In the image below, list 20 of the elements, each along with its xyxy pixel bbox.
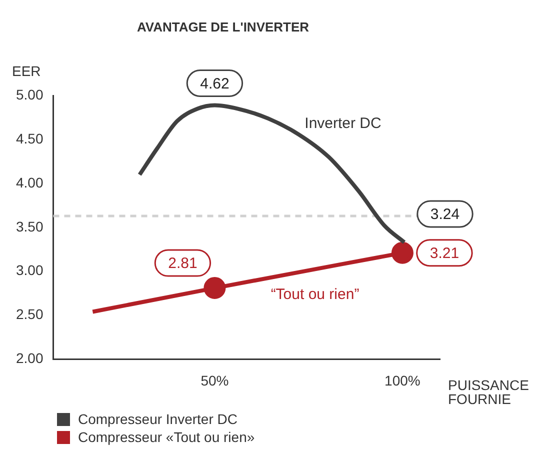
- y-tick-label: 4.50: [16, 130, 44, 146]
- x-axis-title: PUISSANCE FOURNIE: [448, 377, 529, 408]
- data-label: 3.21: [430, 245, 460, 262]
- annotation: Inverter DC: [304, 115, 382, 132]
- y-tick-label: 2.50: [16, 306, 44, 322]
- y-tick-label: 4.00: [16, 174, 44, 190]
- annotation: 4.62: [200, 75, 230, 92]
- legend-label: Compresseur «Tout ou rien»: [78, 429, 255, 445]
- y-axis-title: EER: [12, 62, 41, 79]
- annotation: 3.24: [430, 206, 460, 224]
- chart-title: AVANTAGE DE L'INVERTER: [136, 19, 310, 34]
- annotation: “Tout ou rien”: [270, 286, 360, 304]
- legend-label: Compresseur Inverter DC: [78, 411, 238, 427]
- data-label: 2.81: [168, 255, 198, 272]
- y-tick-label: 5.00: [16, 86, 44, 102]
- y-tick-label: 3.50: [16, 218, 44, 234]
- y-tick-label: 3.00: [16, 262, 44, 278]
- y-tick-label: 2.00: [16, 350, 44, 366]
- x-tick-label: 100%: [384, 372, 420, 388]
- x-tick-label: 50%: [200, 372, 229, 388]
